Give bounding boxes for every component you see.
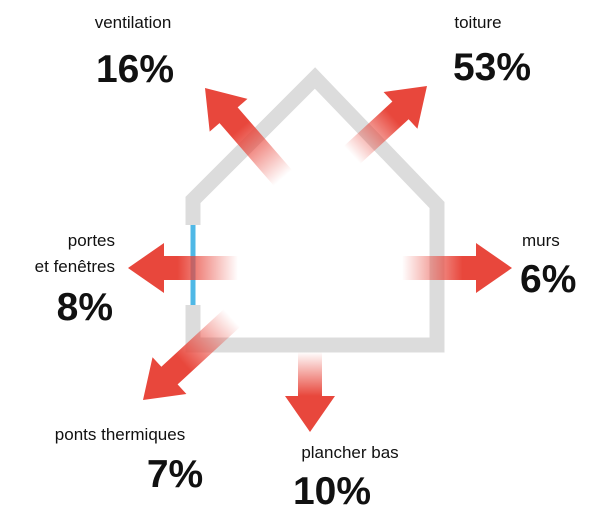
heat-arrow bbox=[128, 243, 238, 293]
heat-arrow bbox=[186, 72, 302, 195]
heat-loss-diagram: ventilation 16% toiture 53% portes et fe… bbox=[0, 0, 589, 507]
percentage: 16% bbox=[96, 48, 174, 91]
percentage: 10% bbox=[293, 470, 371, 507]
label: ventilation bbox=[95, 13, 172, 32]
label: toiture bbox=[454, 13, 501, 32]
label: ponts thermiques bbox=[55, 425, 185, 444]
label: et fenêtres bbox=[35, 257, 115, 276]
percentage: 7% bbox=[147, 453, 203, 496]
percentage: 53% bbox=[453, 46, 531, 89]
arrows bbox=[126, 68, 512, 432]
percentage: 8% bbox=[57, 286, 113, 329]
label: plancher bas bbox=[301, 443, 398, 462]
percentage: 6% bbox=[520, 258, 576, 301]
label: portes bbox=[68, 231, 115, 250]
heat-arrow bbox=[285, 352, 335, 432]
label: murs bbox=[522, 231, 560, 250]
heat-arrow bbox=[402, 243, 512, 293]
